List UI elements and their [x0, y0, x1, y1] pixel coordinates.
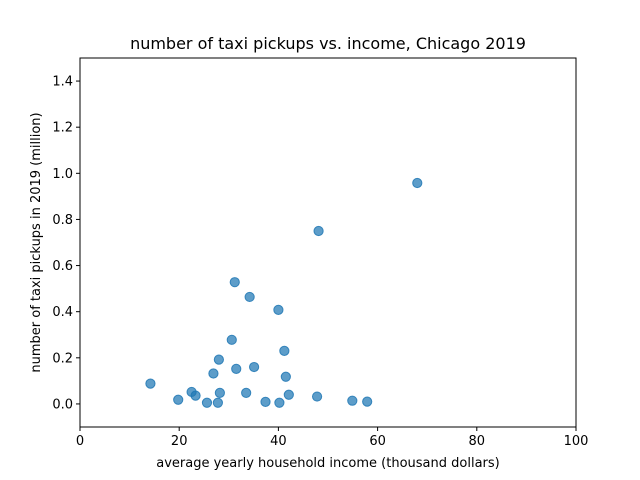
y-tick-label-6: 1.2 [52, 121, 73, 136]
x-tick-label-2: 40 [270, 434, 287, 449]
data-point-5 [208, 368, 219, 379]
y-axis: 0.0 0.2 0.4 0.6 0.8 1.0 1.2 1.4 [52, 75, 80, 412]
x-axis: 0 20 40 60 80 100 [76, 427, 589, 449]
data-point-3 [190, 390, 201, 401]
data-point-12 [241, 387, 252, 398]
data-point-18 [279, 345, 290, 356]
data-point-20 [283, 389, 294, 400]
data-point-15 [260, 396, 271, 407]
data-point-16 [273, 304, 284, 315]
data-points [145, 177, 423, 408]
y-tick-label-0: 0.0 [52, 397, 73, 412]
y-axis-label: number of taxi pickups in 2019 (million) [29, 112, 44, 372]
data-point-19 [280, 371, 291, 382]
x-axis-label: average yearly household income (thousan… [156, 456, 499, 471]
data-point-10 [229, 277, 240, 288]
x-tick-label-4: 80 [469, 434, 486, 449]
data-point-4 [201, 397, 213, 408]
data-point-22 [313, 225, 324, 237]
data-point-13 [244, 291, 255, 303]
x-tick-label-0: 0 [76, 434, 84, 449]
data-point-9 [226, 334, 237, 345]
data-point-24 [362, 396, 373, 407]
y-tick-label-2: 0.4 [52, 305, 73, 320]
data-point-21 [311, 391, 323, 402]
y-tick-label-4: 0.8 [52, 213, 73, 228]
data-point-23 [347, 395, 358, 406]
x-tick-label-5: 100 [564, 434, 589, 449]
data-point-25 [412, 177, 423, 189]
x-tick-label-3: 60 [369, 434, 386, 449]
y-tick-label-3: 0.6 [52, 259, 73, 274]
x-tick-label-1: 20 [171, 434, 188, 449]
chart-title: number of taxi pickups vs. income, Chica… [130, 34, 526, 53]
data-point-8 [214, 387, 225, 398]
data-point-14 [248, 361, 260, 373]
y-tick-label-5: 1.0 [52, 167, 73, 182]
data-point-7 [213, 354, 224, 365]
plot-frame [79, 57, 577, 428]
data-point-1 [173, 394, 184, 405]
data-point-17 [274, 397, 285, 408]
data-point-11 [231, 363, 242, 374]
y-tick-label-7: 1.4 [52, 75, 73, 90]
data-point-6 [212, 397, 223, 408]
data-point-0 [145, 378, 156, 389]
y-tick-label-1: 0.2 [52, 351, 73, 366]
